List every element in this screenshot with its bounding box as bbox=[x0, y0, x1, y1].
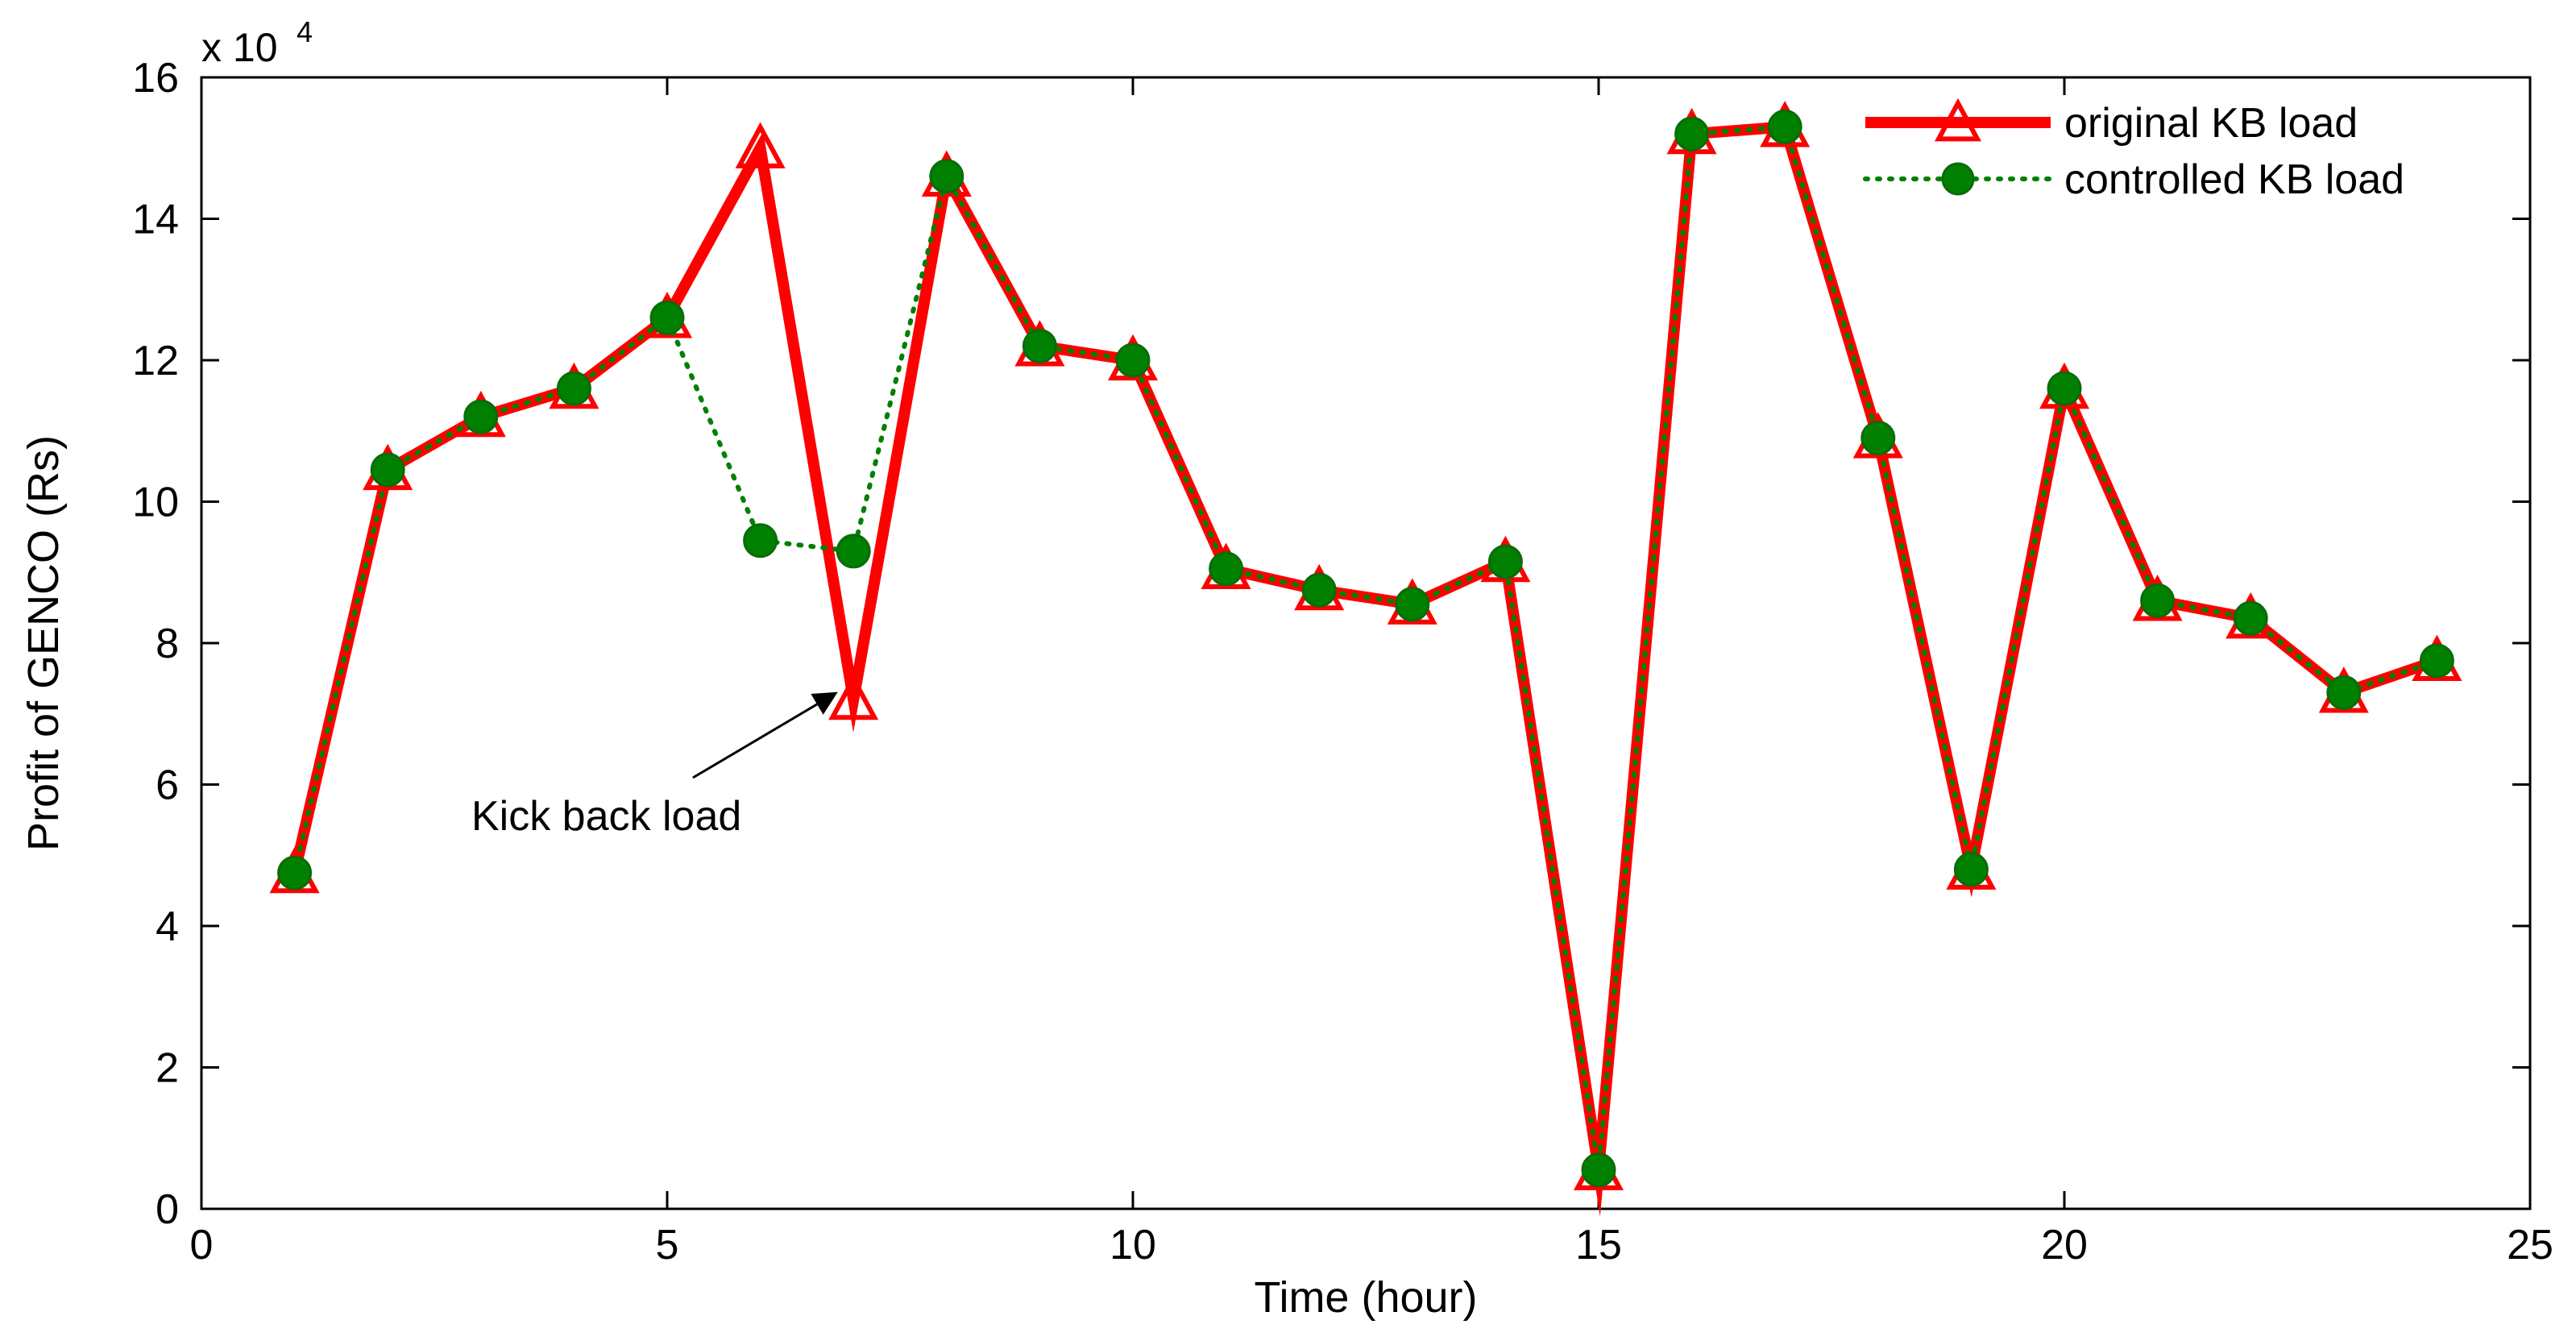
y-tick-label: 14 bbox=[132, 197, 179, 243]
y-tick-label: 6 bbox=[156, 762, 179, 809]
controlled-point bbox=[2326, 675, 2362, 710]
legend-marker-controlled bbox=[1941, 162, 1975, 196]
controlled-point bbox=[649, 300, 685, 335]
controlled-point bbox=[743, 523, 778, 558]
x-tick-label: 5 bbox=[656, 1222, 679, 1268]
y-exponent-power: 4 bbox=[297, 15, 313, 48]
controlled-point bbox=[556, 371, 591, 406]
controlled-point bbox=[1301, 572, 1337, 608]
y-exponent-label: x 10 bbox=[201, 25, 278, 70]
y-axis-label: Profit of GENCO (Rs) bbox=[19, 435, 68, 851]
controlled-point bbox=[1022, 328, 1057, 363]
controlled-point bbox=[1860, 421, 1896, 456]
controlled-point bbox=[1487, 544, 1523, 579]
legend-marker-original bbox=[1934, 98, 1982, 142]
controlled-point bbox=[1581, 1152, 1616, 1188]
annotation-arrow bbox=[692, 691, 838, 779]
controlled-point bbox=[2233, 600, 2268, 636]
legend-label-controlled: controlled KB load bbox=[2064, 156, 2404, 203]
controlled-point bbox=[1674, 116, 1710, 152]
series-line-controlled bbox=[292, 124, 2440, 1171]
x-tick-label: 25 bbox=[2507, 1222, 2553, 1268]
controlled-point bbox=[1395, 587, 1430, 622]
x-tick-label: 10 bbox=[1110, 1222, 1156, 1268]
legend-label-original: original KB load bbox=[2064, 100, 2358, 147]
controlled-point bbox=[836, 533, 871, 569]
x-tick-label: 20 bbox=[2041, 1222, 2088, 1268]
y-tick-label: 2 bbox=[156, 1045, 179, 1092]
controlled-point bbox=[2047, 371, 2082, 406]
controlled-point bbox=[2419, 643, 2454, 679]
controlled-point bbox=[463, 399, 499, 434]
controlled-point bbox=[929, 159, 964, 194]
original-point bbox=[828, 673, 879, 720]
x-axis-label: Time (hour) bbox=[1254, 1273, 1477, 1322]
original-point bbox=[735, 122, 786, 168]
y-tick-label: 10 bbox=[132, 480, 179, 526]
y-tick-label: 12 bbox=[132, 338, 179, 384]
controlled-point bbox=[1953, 852, 1989, 887]
controlled-point bbox=[277, 855, 313, 891]
controlled-point bbox=[1767, 109, 1802, 144]
controlled-point bbox=[1209, 551, 1244, 587]
x-tick-label: 15 bbox=[1575, 1222, 1622, 1268]
x-tick-label: 0 bbox=[190, 1222, 214, 1268]
controlled-point bbox=[370, 452, 405, 488]
y-tick-label: 8 bbox=[156, 621, 179, 667]
y-tick-label: 4 bbox=[156, 903, 179, 950]
controlled-point bbox=[1115, 343, 1151, 378]
controlled-point bbox=[2140, 583, 2176, 618]
annotation-label: Kick back load bbox=[471, 793, 741, 840]
y-tick-label: 16 bbox=[132, 55, 179, 102]
y-tick-label: 0 bbox=[156, 1186, 179, 1233]
